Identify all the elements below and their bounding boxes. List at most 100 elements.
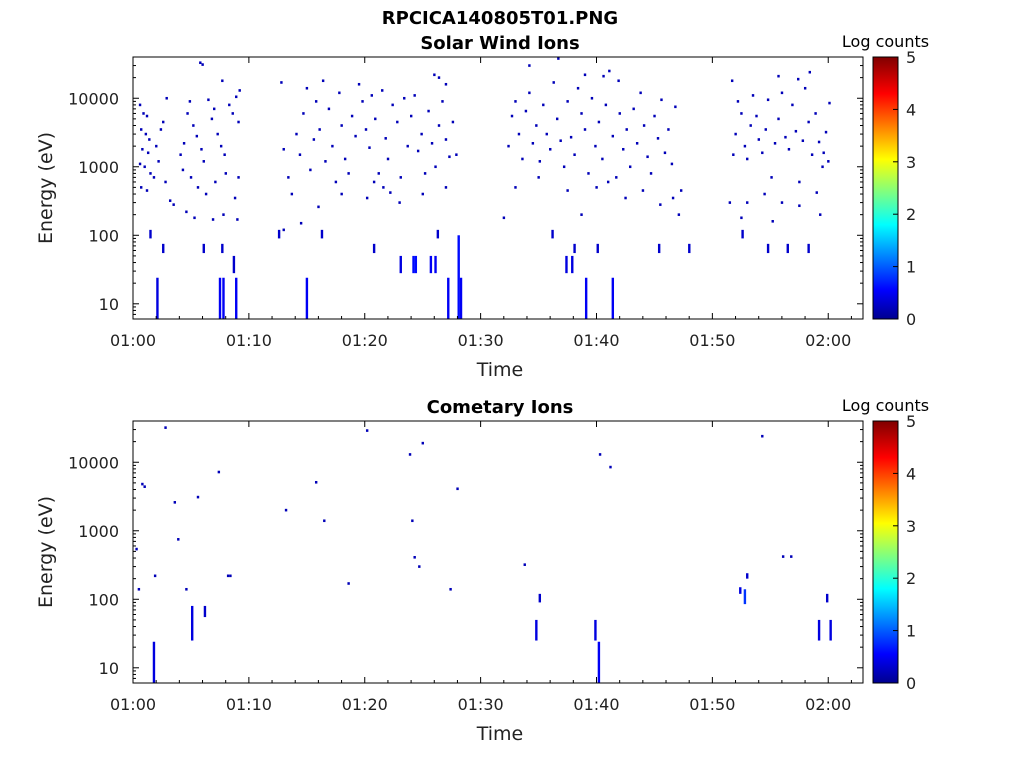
count-point [535,124,538,127]
count-point [751,94,755,97]
count-point [290,192,294,196]
count-point [386,157,390,161]
count-point [413,94,416,97]
count-point [641,189,645,192]
count-point [537,176,540,179]
count-point [423,172,427,175]
colorbar-tick-label: 1 [906,258,916,277]
count-point [295,132,298,136]
colorbar [872,420,899,684]
count-bar [657,243,661,254]
count-point [444,138,448,141]
count-point [409,114,413,118]
count-point [609,465,612,469]
count-point [734,132,737,136]
count-point [817,140,821,144]
count-bar [222,277,225,319]
count-point [287,176,290,179]
x-tick-label: 01:20 [342,331,388,350]
count-point [188,100,192,103]
count-point [803,86,807,90]
count-point [347,582,350,585]
count-point [777,74,780,78]
count-point [343,157,347,161]
count-point [408,453,412,456]
count-point [186,112,189,115]
count-point [159,128,163,131]
spectrogram-data [138,57,831,319]
count-point [736,100,740,103]
count-bar [551,229,554,239]
count-point [660,98,663,102]
count-point [165,96,168,100]
count-bar [203,605,207,618]
count-point [819,213,822,216]
count-point [632,107,635,111]
count-point [157,160,160,163]
count-point [807,120,810,124]
count-point [559,139,562,143]
y-tick-label: 100 [88,590,119,609]
count-bar [594,619,597,641]
count-bar [399,255,402,274]
count-point [299,221,303,225]
y-tick-label: 100 [88,226,119,245]
count-bar [538,593,542,603]
count-point [221,79,224,83]
count-point [604,103,608,107]
count-point [514,186,517,189]
count-bar [202,243,205,254]
count-point [576,86,580,90]
count-point [791,103,794,107]
count-point [801,139,805,143]
count-point [746,157,749,161]
count-point [770,176,773,179]
count-point [340,124,343,127]
solar-wind-panel: 01:00 01:10 01:20 01:30 01:40 01:50 02:0010100… [35,32,929,381]
count-point [421,441,424,445]
count-point [196,186,200,189]
x-axis-label: Time [476,723,524,745]
count-point [377,172,380,175]
y-tick-label: 1000 [78,522,119,541]
count-point [677,213,681,216]
count-point [787,147,791,151]
count-bar [434,255,437,274]
count-bar [459,277,463,319]
count-point [622,147,625,151]
count-point [827,160,830,163]
count-point [237,120,240,124]
x-tick-label: 01:40 [573,331,619,350]
count-bar [596,243,599,254]
count-point [192,124,195,127]
count-bar [597,641,601,683]
count-point [222,213,225,216]
count-bar [565,255,568,274]
count-point [196,495,200,499]
count-point [667,128,670,131]
count-bar [414,255,418,274]
count-point [798,180,801,184]
colorbar-tick-label: 5 [906,48,916,67]
x-tick-label: 02:00 [805,331,851,350]
count-point [318,128,321,131]
count-point [185,587,188,591]
count-bar [429,255,433,274]
count-point [210,117,214,121]
count-point [507,144,510,148]
count-bar [277,229,281,239]
count-point [524,109,528,113]
count-point [757,138,761,141]
count-bar [447,277,450,319]
count-point [361,100,364,103]
count-point [761,151,764,155]
colorbar-tick-label: 3 [906,153,916,172]
count-point [357,82,361,86]
colorbar-tick-label: 4 [906,100,916,119]
count-point [670,162,674,166]
count-point [625,128,628,131]
count-point [389,191,392,194]
count-point [430,142,434,145]
count-point [145,189,149,192]
count-point [451,120,455,124]
